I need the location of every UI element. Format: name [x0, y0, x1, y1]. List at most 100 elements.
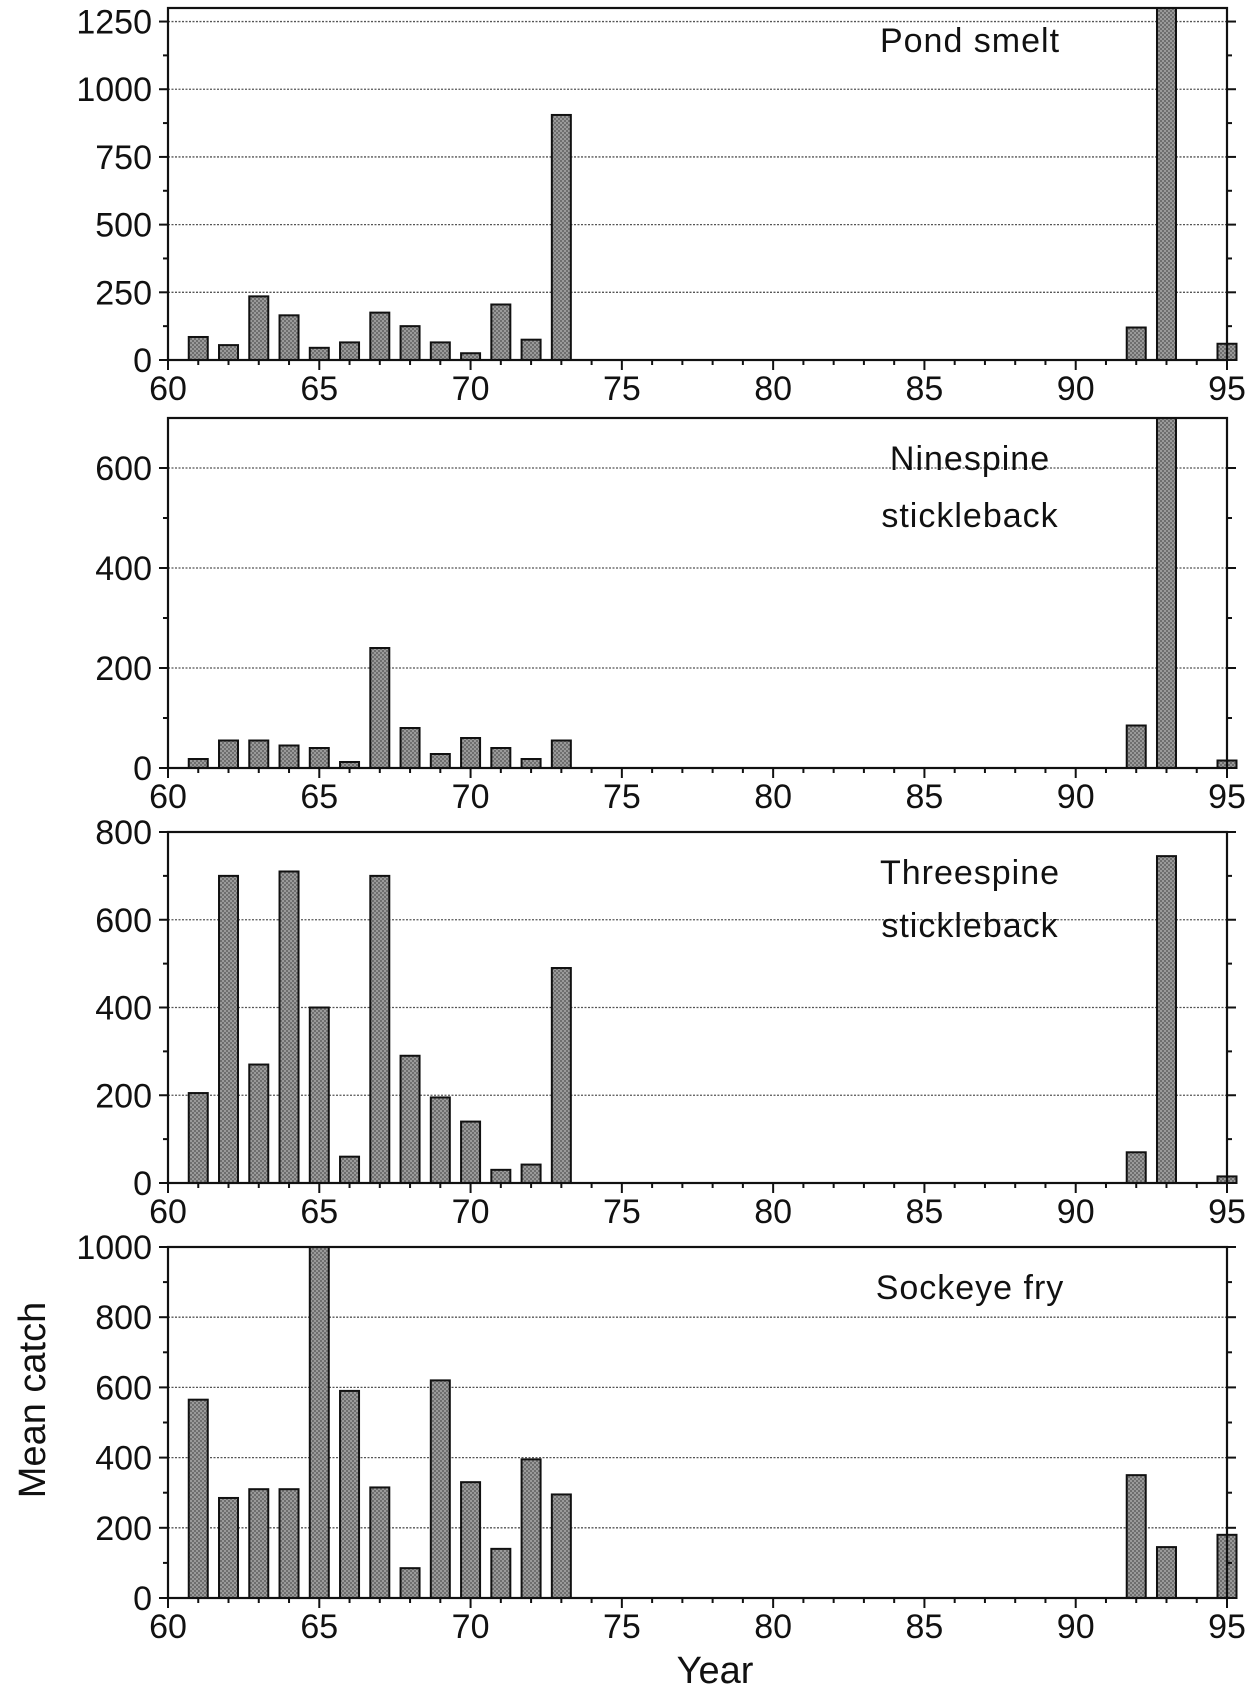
x-tick-label: 75	[603, 370, 641, 408]
panel-title: Pond smelt	[880, 22, 1060, 60]
x-tick-label: 85	[906, 1608, 944, 1646]
bar	[248, 295, 270, 361]
x-tick-label: 80	[754, 1608, 792, 1646]
x-tick-label: 60	[149, 370, 187, 408]
x-tick-label: 85	[906, 370, 944, 408]
bar	[460, 1481, 482, 1600]
y-tick-label: 200	[95, 650, 152, 688]
panel-title: Ninespine	[890, 440, 1050, 478]
y-tick-label: 1000	[76, 1229, 152, 1267]
x-tick-label: 95	[1208, 1608, 1246, 1646]
x-tick-label: 95	[1208, 778, 1246, 816]
x-tick-label: 65	[300, 778, 338, 816]
y-tick-label: 1250	[76, 4, 152, 42]
bar	[187, 758, 209, 769]
x-tick-label: 60	[149, 1608, 187, 1646]
chart-panel-1: 0 250 500 750 1000 1250 60 65 70 75 80 85 90 95 Pond s…	[76, 4, 1246, 408]
bar	[429, 753, 451, 769]
y-tick-label: 0	[133, 750, 152, 788]
bar	[520, 1458, 542, 1599]
bar	[490, 1168, 512, 1185]
bar	[1125, 1151, 1147, 1184]
y-tick-label: 600	[95, 450, 152, 488]
bar	[1125, 1474, 1147, 1600]
bar	[339, 1389, 361, 1600]
bar	[399, 1054, 421, 1184]
x-tick-label: 85	[906, 1193, 944, 1231]
bar	[550, 113, 572, 362]
bar	[460, 737, 482, 769]
bar	[187, 1398, 209, 1600]
chart-panel-4: 0 200 400 600 800 1000 60 65 70 75 80 85 90 95 Sockeye…	[76, 1229, 1246, 1646]
bar	[550, 739, 572, 769]
y-tick-label: 0	[133, 1165, 152, 1203]
bar	[429, 341, 451, 361]
plot-frame	[166, 6, 1229, 362]
bar	[339, 341, 361, 361]
bar	[369, 311, 391, 362]
bar	[429, 1096, 451, 1184]
x-tick-label: 75	[603, 1193, 641, 1231]
bar	[1155, 417, 1177, 769]
y-tick-label: 1000	[76, 71, 152, 109]
bar	[278, 744, 300, 769]
x-tick-label: 70	[452, 778, 490, 816]
bar	[369, 647, 391, 769]
bar	[550, 967, 572, 1185]
bar	[1155, 1546, 1177, 1599]
bar	[399, 325, 421, 361]
panel-title: stickleback	[881, 907, 1058, 945]
y-tick-label: 400	[95, 550, 152, 588]
bar	[520, 338, 542, 362]
x-tick-label: 65	[300, 370, 338, 408]
plot-frame	[166, 416, 1229, 770]
y-tick-label: 800	[95, 1299, 152, 1337]
bar	[369, 1486, 391, 1600]
bar	[369, 874, 391, 1184]
y-tick-label: 250	[95, 274, 152, 312]
x-tick-label: 70	[452, 370, 490, 408]
panel-title: Sockeye fry	[876, 1269, 1065, 1307]
bar	[248, 1488, 270, 1599]
bar	[278, 1488, 300, 1599]
bar	[218, 874, 240, 1184]
bar	[399, 727, 421, 769]
bar	[520, 758, 542, 769]
bar	[248, 1063, 270, 1184]
y-axis-title: Mean catch	[12, 1302, 54, 1498]
bar	[399, 1567, 421, 1600]
x-tick-label: 80	[754, 778, 792, 816]
bar	[278, 314, 300, 362]
y-tick-label: 400	[95, 1440, 152, 1478]
bar	[490, 303, 512, 361]
x-tick-label: 60	[149, 1193, 187, 1231]
bar	[550, 1493, 572, 1599]
bar	[1125, 326, 1147, 361]
bar	[339, 1155, 361, 1185]
y-tick-label: 200	[95, 1077, 152, 1115]
y-tick-label: 800	[95, 814, 152, 852]
x-tick-label: 90	[1057, 370, 1095, 408]
bar	[308, 1246, 330, 1599]
bar	[218, 1496, 240, 1599]
x-tick-label: 60	[149, 778, 187, 816]
x-tick-label: 95	[1208, 370, 1246, 408]
bar	[1155, 855, 1177, 1184]
x-axis-title: Year	[677, 1650, 754, 1692]
x-tick-label: 80	[754, 370, 792, 408]
chart-panel-2: 0 200 400 600 60 65 70 75 80 85 90 95 Ninespine stick…	[95, 416, 1246, 816]
bar	[218, 739, 240, 769]
bar	[490, 1547, 512, 1599]
x-tick-label: 75	[603, 1608, 641, 1646]
bar	[520, 1163, 542, 1185]
x-tick-label: 90	[1057, 1193, 1095, 1231]
y-tick-label: 600	[95, 902, 152, 940]
bar	[187, 335, 209, 362]
bar	[248, 739, 270, 769]
y-tick-label: 600	[95, 1369, 152, 1407]
y-tick-label: 200	[95, 1510, 152, 1548]
y-tick-label: 400	[95, 990, 152, 1028]
bar	[308, 747, 330, 769]
